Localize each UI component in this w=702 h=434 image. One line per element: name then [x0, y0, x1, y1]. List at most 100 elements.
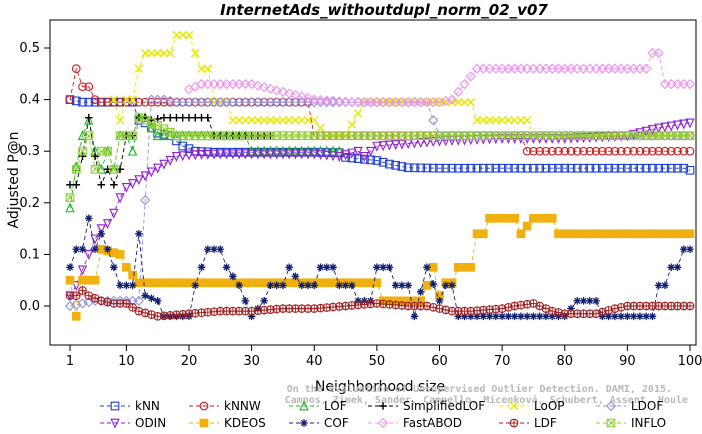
legend-item-knnw: kNNW — [189, 399, 261, 413]
data-point — [585, 146, 595, 156]
data-point — [434, 136, 445, 147]
data-point — [465, 71, 476, 82]
data-point — [184, 30, 194, 40]
data-point — [110, 180, 118, 189]
data-point — [109, 164, 119, 174]
data-point — [297, 149, 307, 160]
data-point — [109, 95, 119, 104]
data-point — [277, 86, 289, 97]
data-point — [554, 146, 563, 156]
data-point — [654, 123, 664, 134]
data-point — [566, 163, 576, 173]
data-point — [210, 245, 218, 254]
data-point — [673, 146, 682, 156]
data-point — [497, 115, 507, 125]
data-point — [666, 163, 676, 173]
data-point — [667, 263, 676, 272]
data-point — [648, 146, 657, 156]
data-point — [566, 133, 576, 144]
data-point — [629, 312, 638, 321]
data-point — [78, 286, 87, 295]
data-point — [485, 115, 494, 125]
data-point — [522, 133, 532, 144]
data-point — [297, 281, 306, 290]
data-point — [291, 115, 300, 125]
data-point — [385, 263, 394, 272]
data-point — [553, 133, 564, 144]
data-point — [654, 163, 664, 173]
data-point — [90, 164, 100, 174]
data-point — [616, 163, 626, 173]
data-point — [491, 134, 501, 145]
data-point — [78, 245, 87, 254]
y-tick-label: 0.0 — [19, 299, 40, 314]
data-point — [216, 245, 225, 254]
data-point — [271, 85, 282, 96]
data-point — [390, 140, 401, 151]
data-point — [441, 163, 451, 173]
data-point — [541, 163, 551, 173]
data-point — [504, 163, 513, 173]
plot-frame — [49, 19, 697, 346]
data-point — [334, 152, 344, 162]
data-point — [435, 297, 444, 305]
data-point — [459, 79, 470, 90]
legend-marker — [299, 400, 309, 411]
data-point — [272, 281, 281, 290]
data-point — [128, 281, 137, 290]
data-point — [197, 263, 206, 272]
data-point — [65, 193, 75, 202]
series-kdeos — [65, 213, 695, 321]
data-point — [685, 301, 695, 311]
data-point — [290, 145, 301, 156]
data-point — [447, 163, 457, 173]
data-point — [171, 152, 182, 162]
data-point — [366, 299, 375, 309]
data-point — [291, 272, 300, 281]
data-point — [535, 133, 545, 144]
data-point — [303, 145, 313, 156]
data-point — [96, 224, 106, 235]
data-point — [71, 161, 81, 172]
y-tick-label: 0.1 — [19, 247, 40, 262]
y-tick-label: 0.2 — [19, 196, 40, 211]
data-point — [247, 115, 256, 125]
data-point — [66, 263, 74, 272]
data-point — [341, 281, 350, 290]
data-point — [321, 95, 332, 106]
data-point — [228, 149, 238, 160]
data-point — [616, 146, 626, 156]
data-point — [203, 113, 212, 122]
data-point — [147, 48, 156, 58]
data-point — [654, 146, 664, 156]
legend-marker — [509, 418, 519, 428]
data-point — [623, 146, 632, 156]
data-point — [472, 306, 482, 315]
data-point — [478, 163, 488, 173]
data-point — [359, 154, 369, 164]
data-point — [604, 146, 613, 156]
data-point — [172, 30, 181, 40]
data-point — [128, 131, 137, 141]
data-point — [492, 312, 500, 321]
legend-marker — [300, 419, 308, 427]
data-point — [428, 163, 438, 173]
data-point — [140, 48, 150, 58]
legend-item-lof: LOF — [289, 399, 347, 413]
data-point — [172, 136, 181, 146]
legend-label: LOF — [324, 399, 347, 413]
data-point — [278, 145, 288, 156]
data-point — [127, 179, 138, 190]
data-point — [516, 163, 526, 173]
data-point — [629, 146, 638, 156]
data-point — [265, 149, 276, 160]
data-point — [509, 133, 520, 144]
legend-item-cof: COF — [289, 416, 349, 430]
data-point — [348, 281, 356, 290]
data-point — [528, 133, 539, 144]
data-point — [479, 115, 488, 125]
data-point — [541, 146, 551, 156]
data-point — [504, 115, 513, 125]
legend-label: LDF — [534, 416, 557, 430]
chart-title: InternetAds_withoutdupl_norm_02_v07 — [220, 1, 548, 19]
